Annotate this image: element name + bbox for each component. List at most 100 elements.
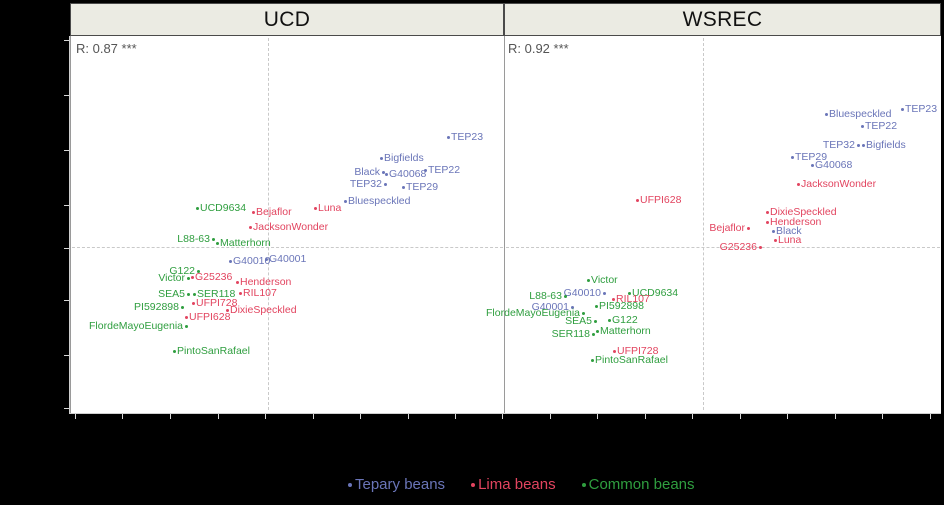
- data-point: [570, 305, 574, 309]
- data-point: [810, 163, 814, 167]
- data-point: [796, 182, 800, 186]
- point-label: SER118: [551, 328, 590, 340]
- point-label: PI592898: [599, 300, 644, 312]
- data-point: [635, 198, 639, 202]
- point-label: PI592898: [134, 301, 179, 313]
- point-label: JacksonWonder: [801, 178, 877, 190]
- data-point: [172, 349, 176, 353]
- point-label: RIL107: [243, 287, 277, 299]
- x-axis-tick: [882, 414, 883, 419]
- plot-area-wsrec: [504, 36, 941, 413]
- y-axis-tick: [64, 355, 69, 356]
- data-point: [238, 291, 242, 295]
- point-label: G122: [612, 314, 638, 326]
- point-label: Henderson: [770, 216, 822, 228]
- point-label: G40010: [563, 287, 601, 299]
- data-point: [384, 172, 388, 176]
- data-point: [192, 292, 196, 296]
- point-label: UCD9634: [632, 287, 679, 299]
- point-label: L88-63: [529, 290, 562, 302]
- data-point: [607, 318, 611, 322]
- legend-dot-icon: [471, 482, 476, 487]
- point-label: TEP22: [428, 164, 461, 176]
- data-point: [383, 182, 387, 186]
- x-axis-tick: [645, 414, 646, 419]
- data-point: [184, 324, 188, 328]
- point-label: UFPI728: [617, 345, 659, 357]
- point-label: G25236: [195, 271, 233, 283]
- panel-title-wsrec: WSREC: [682, 7, 763, 31]
- point-label: FlordeMayoEugenia: [486, 307, 580, 319]
- legend-item-lima[interactable]: Lima beans: [471, 476, 556, 493]
- legend-dot-icon: [581, 482, 586, 487]
- point-label: Bigfields: [384, 152, 424, 164]
- data-point: [746, 226, 750, 230]
- reference-line-vertical-wsrec: [703, 38, 704, 410]
- point-label: Bigfields: [866, 139, 906, 151]
- data-point: [235, 280, 239, 284]
- data-point: [186, 276, 190, 280]
- point-label: SEA5: [565, 315, 592, 327]
- point-label: G40001: [269, 253, 307, 265]
- panel-header-wsrec: WSREC: [504, 3, 941, 36]
- y-axis-tick: [64, 150, 69, 151]
- point-label: G40068: [815, 159, 853, 171]
- data-point: [180, 305, 184, 309]
- data-point: [343, 199, 347, 203]
- data-point: [215, 241, 219, 245]
- point-label: PintoSanRafael: [595, 354, 668, 366]
- x-axis-tick: [550, 414, 551, 419]
- data-point: [379, 156, 383, 160]
- y-axis-tick: [64, 408, 69, 409]
- point-label: Victor: [158, 272, 185, 284]
- data-point: [251, 210, 255, 214]
- point-label: Bluespeckled: [829, 108, 892, 120]
- plot-area-ucd: [70, 36, 504, 413]
- point-label: L88-63: [177, 233, 210, 245]
- legend-item-tepary[interactable]: Tepary beans: [348, 476, 445, 493]
- point-label: RIL107: [616, 293, 650, 305]
- x-axis-tick: [740, 414, 741, 419]
- data-point: [228, 259, 232, 263]
- point-label: Matterhorn: [600, 325, 651, 337]
- data-point: [591, 332, 595, 336]
- point-label: Bejaflor: [709, 222, 745, 234]
- point-label: TEP29: [795, 151, 828, 163]
- data-point: [563, 294, 567, 298]
- reference-line-vertical-ucd: [268, 38, 269, 410]
- x-axis-tick: [692, 414, 693, 419]
- data-point: [195, 206, 199, 210]
- data-point: [586, 278, 590, 282]
- data-point: [611, 297, 615, 301]
- data-point: [590, 358, 594, 362]
- point-label: UFPI628: [640, 194, 682, 206]
- point-label: G40001: [531, 301, 569, 313]
- data-point: [594, 304, 598, 308]
- point-label: UFPI628: [189, 311, 231, 323]
- legend-dot-icon: [348, 482, 352, 487]
- x-axis-tick: [75, 414, 76, 419]
- data-point: [186, 292, 190, 296]
- data-point: [191, 301, 195, 305]
- x-axis-tick: [170, 414, 171, 419]
- point-label: JacksonWonder: [253, 221, 329, 233]
- point-label: UCD9634: [200, 202, 247, 214]
- data-point: [225, 308, 229, 312]
- point-label: DixieSpeckled: [770, 206, 837, 218]
- point-label: G25236: [719, 241, 757, 253]
- point-label: G122: [169, 265, 195, 277]
- data-point: [773, 238, 777, 242]
- point-label: Matterhorn: [220, 237, 271, 249]
- point-label: Bluespeckled: [348, 195, 411, 207]
- point-label: Black: [354, 166, 380, 178]
- point-label: Henderson: [240, 276, 292, 288]
- legend-label: Tepary beans: [355, 476, 446, 493]
- x-axis-tick: [930, 414, 931, 419]
- data-point: [446, 135, 450, 139]
- panel-title-ucd: UCD: [263, 7, 311, 31]
- point-label: Victor: [591, 274, 618, 286]
- correlation-annotation-ucd: R: 0.87 ***: [76, 41, 137, 56]
- x-axis-line: [69, 413, 941, 414]
- data-point: [190, 275, 194, 279]
- legend-item-common[interactable]: Common beans: [581, 476, 695, 493]
